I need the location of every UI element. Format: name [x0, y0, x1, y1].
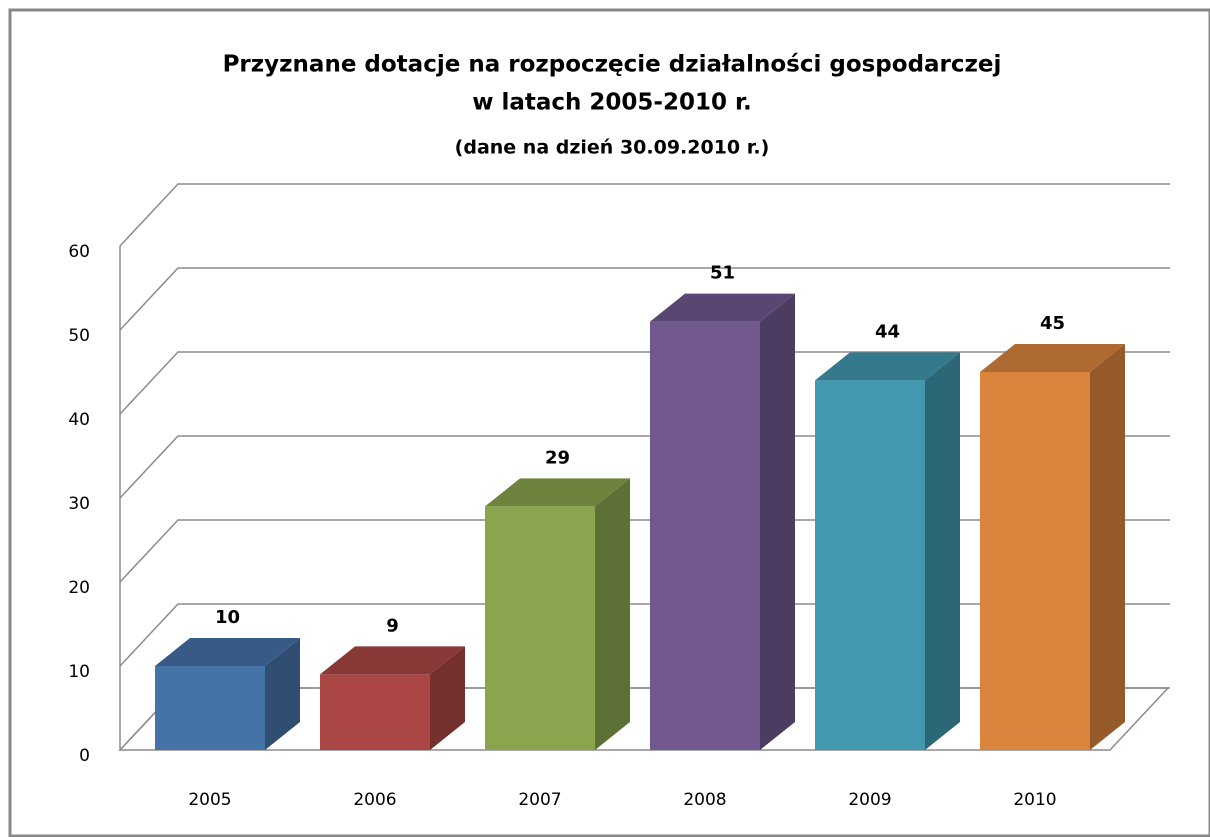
y-tick-label: 50 — [68, 326, 90, 346]
data-label: 44 — [875, 321, 900, 342]
x-tick-label: 2010 — [1013, 790, 1056, 810]
y-tick-label: 40 — [68, 410, 90, 430]
bar — [320, 674, 430, 750]
grid-line — [119, 183, 1170, 247]
chart-title: w latach 2005-2010 r. — [472, 90, 752, 116]
bar — [815, 380, 925, 750]
y-tick-label: 20 — [68, 578, 90, 598]
bar — [485, 506, 595, 750]
bar-top — [320, 646, 465, 675]
bar-top — [980, 344, 1125, 372]
x-tick-label: 2008 — [683, 790, 726, 810]
grid-line — [119, 351, 1170, 415]
data-label: 10 — [215, 607, 240, 628]
data-label: 9 — [386, 615, 399, 636]
x-tick-label: 2006 — [353, 790, 396, 810]
data-label: 29 — [545, 447, 570, 468]
bar — [980, 372, 1090, 750]
y-tick-label: 60 — [68, 242, 90, 262]
bar-top — [815, 352, 960, 381]
y-tick-label: 10 — [68, 662, 90, 682]
bar-side — [925, 352, 960, 750]
bar-top — [155, 638, 300, 666]
bar-side — [1090, 344, 1125, 750]
chart-title: Przyznane dotacje na rozpoczęcie działal… — [223, 52, 1002, 78]
x-tick-label: 2009 — [848, 790, 891, 810]
data-label: 51 — [710, 263, 735, 284]
x-tick-label: 2007 — [518, 790, 561, 810]
y-tick-label: 0 — [79, 746, 90, 766]
bar — [155, 666, 265, 750]
bar — [650, 321, 760, 750]
data-label: 45 — [1040, 313, 1065, 334]
bar-side — [595, 478, 630, 750]
chart-subtitle: (dane na dzień 30.09.2010 r.) — [455, 137, 770, 159]
bar-side — [760, 293, 795, 750]
bar-top — [650, 293, 795, 322]
bar-side — [265, 638, 300, 750]
grid-line — [119, 267, 1170, 331]
bar-top — [485, 478, 630, 507]
bar-side — [430, 646, 465, 750]
y-tick-label: 30 — [68, 494, 90, 514]
x-tick-label: 2005 — [188, 790, 231, 810]
